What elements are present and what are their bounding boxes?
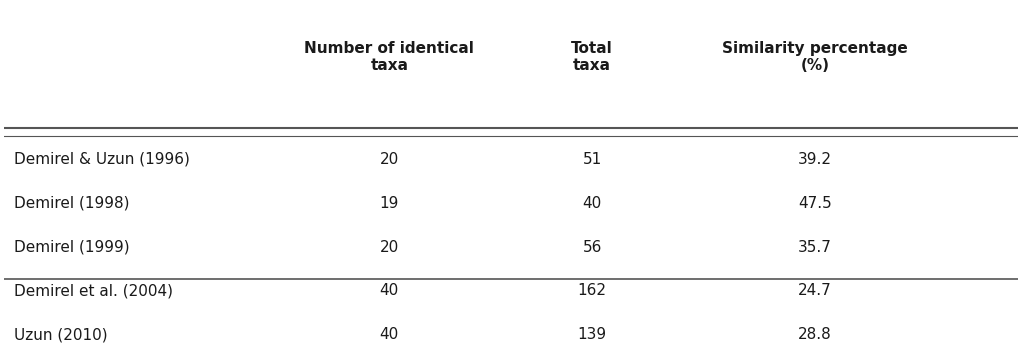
Text: 51: 51 — [583, 152, 602, 166]
Text: 162: 162 — [577, 283, 607, 299]
Text: 24.7: 24.7 — [798, 283, 832, 299]
Text: Demirel & Uzun (1996): Demirel & Uzun (1996) — [14, 152, 190, 166]
Text: 139: 139 — [577, 327, 607, 342]
Text: Similarity percentage
(%): Similarity percentage (%) — [723, 41, 908, 73]
Text: 39.2: 39.2 — [798, 152, 832, 166]
Text: 40: 40 — [380, 283, 399, 299]
Text: 20: 20 — [380, 239, 399, 255]
Text: 20: 20 — [380, 152, 399, 166]
Text: Uzun (2010): Uzun (2010) — [14, 327, 108, 342]
Text: 40: 40 — [583, 196, 602, 211]
Text: 35.7: 35.7 — [798, 239, 832, 255]
Text: Demirel et al. (2004): Demirel et al. (2004) — [14, 283, 174, 299]
Text: 19: 19 — [379, 196, 399, 211]
Text: Number of identical
taxa: Number of identical taxa — [305, 41, 474, 73]
Text: Demirel (1998): Demirel (1998) — [14, 196, 130, 211]
Text: Total
taxa: Total taxa — [571, 41, 613, 73]
Text: 28.8: 28.8 — [798, 327, 832, 342]
Text: 40: 40 — [380, 327, 399, 342]
Text: 56: 56 — [583, 239, 602, 255]
Text: Demirel (1999): Demirel (1999) — [14, 239, 130, 255]
Text: 47.5: 47.5 — [798, 196, 832, 211]
